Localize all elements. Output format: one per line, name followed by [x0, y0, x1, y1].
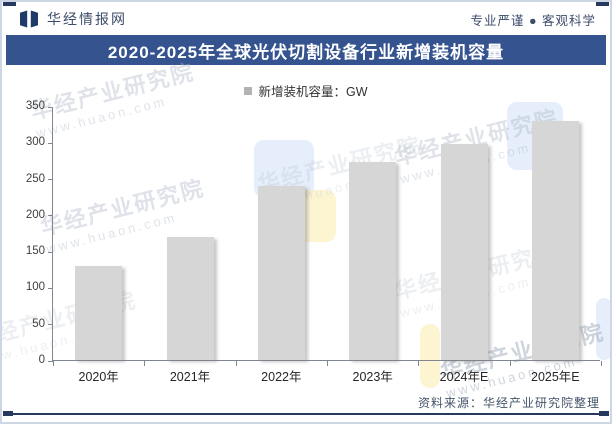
bar-2022年 [257, 185, 305, 360]
x-axis-tick [509, 361, 511, 366]
legend-label: 新增装机容量：GW [258, 85, 368, 99]
x-axis-tick [418, 361, 420, 366]
y-axis-tick [48, 142, 53, 144]
x-axis-tick [53, 361, 54, 366]
legend-marker-swatch [244, 86, 253, 95]
corner-accent-bottom-right [599, 411, 609, 416]
y-axis-tick [48, 215, 53, 217]
y-axis-tick [48, 324, 53, 326]
bar-chart-plot-area: 0 50 100 150 200 250 300 350 2020年 2021年 2022年 2023… [26, 100, 602, 384]
y-axis-tick [48, 360, 53, 362]
bar-2020年 [75, 265, 123, 360]
x-axis-tick [601, 361, 602, 366]
y-axis-tick-label: 0 [38, 354, 45, 366]
header-slogan: 专业严谨 ● 客观科学 [470, 13, 596, 28]
y-axis-tick-label: 150 [25, 245, 45, 258]
x-axis-category-label: 2021年 [169, 370, 211, 384]
title-band: 2020-2025年全球光伏切割设备行业新增装机容量 [6, 35, 606, 65]
source-row: 资料来源：华经产业研究院整理 [2, 394, 600, 412]
y-axis-tick-label: 100 [25, 281, 45, 294]
y-axis-tick [48, 287, 53, 289]
bottom-rule [4, 413, 608, 415]
x-axis-category-label: 2025年E [531, 370, 580, 384]
legend: 新增装机容量：GW [2, 81, 610, 100]
source-note: 资料来源：华经产业研究院整理 [417, 396, 600, 410]
x-axis-category-label: 2022年 [261, 370, 302, 384]
y-axis-tick-label: 350 [25, 100, 45, 112]
header: 华经情报网 专业严谨 ● 客观科学 [2, 4, 610, 34]
y-axis-tick-label: 200 [25, 208, 45, 221]
x-axis-tick [144, 361, 146, 366]
corner-accent-top-left [3, 2, 16, 6]
chart-title: 2020-2025年全球光伏切割设备行业新增装机容量 [107, 42, 505, 62]
bar-2024年E [440, 143, 488, 360]
x-axis-tick [327, 361, 328, 366]
bar-2025年E [531, 120, 579, 360]
corner-accent-top-right [596, 2, 609, 6]
y-axis-tick-label: 250 [25, 172, 45, 185]
x-axis-tick [235, 361, 237, 366]
y-axis-tick [48, 179, 53, 181]
y-axis-tick-label: 50 [32, 317, 45, 330]
y-axis-tick-label: 300 [25, 136, 45, 149]
x-axis-category-label: 2024年E [439, 370, 489, 384]
y-axis-tick [48, 251, 53, 253]
brand-name: 华经情报网 [47, 11, 127, 27]
brand-logo-icon [18, 10, 40, 28]
bar-2023年 [349, 161, 397, 360]
x-axis-category-label: 2020年 [78, 370, 119, 384]
corner-accent-bottom-left [3, 411, 13, 416]
y-axis-tick [48, 106, 53, 108]
bar-2021年 [166, 236, 214, 360]
brand: 华经情报网 [18, 9, 127, 29]
x-axis-category-label: 2023年 [352, 370, 393, 384]
